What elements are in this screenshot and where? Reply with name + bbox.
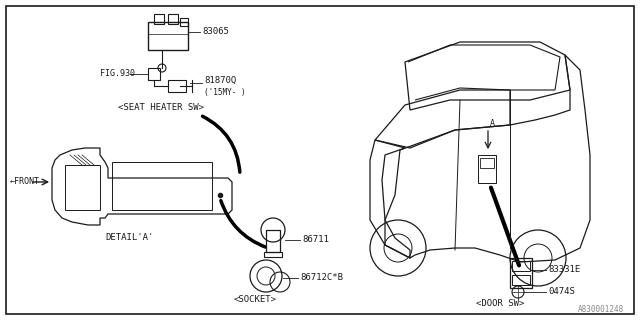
Text: ('15MY- ): ('15MY- )	[204, 87, 246, 97]
Text: ←FRONT: ←FRONT	[10, 178, 40, 187]
Bar	[168, 80, 186, 92]
Bar	[180, 18, 188, 26]
Text: FIG.930: FIG.930	[100, 69, 135, 78]
Bar	[266, 230, 280, 252]
Text: 81870Q: 81870Q	[204, 76, 236, 84]
Bar	[65, 165, 100, 210]
Text: 83331E: 83331E	[548, 266, 580, 275]
FancyArrowPatch shape	[491, 188, 519, 265]
Text: <SOCKET>: <SOCKET>	[234, 295, 276, 305]
Bar	[480, 158, 494, 168]
Bar	[148, 22, 188, 50]
Bar	[512, 261, 530, 271]
Bar	[510, 258, 532, 288]
Bar	[264, 252, 282, 257]
Bar	[148, 68, 160, 80]
Text: 83065: 83065	[202, 28, 229, 36]
Bar	[112, 162, 212, 210]
Text: 0474S: 0474S	[548, 287, 575, 297]
FancyArrowPatch shape	[221, 201, 266, 247]
Text: 86711: 86711	[302, 236, 329, 244]
Bar	[512, 275, 530, 285]
Text: A830001248: A830001248	[578, 306, 624, 315]
Bar	[478, 155, 496, 183]
Text: <DOOR SW>: <DOOR SW>	[476, 299, 524, 308]
FancyArrowPatch shape	[202, 116, 240, 172]
Bar	[154, 14, 164, 24]
Bar	[168, 14, 178, 24]
Text: A: A	[490, 119, 495, 129]
Text: <SEAT HEATER SW>: <SEAT HEATER SW>	[118, 103, 204, 113]
Text: 86712C*B: 86712C*B	[300, 274, 343, 283]
Text: DETAIL'A': DETAIL'A'	[105, 233, 154, 242]
